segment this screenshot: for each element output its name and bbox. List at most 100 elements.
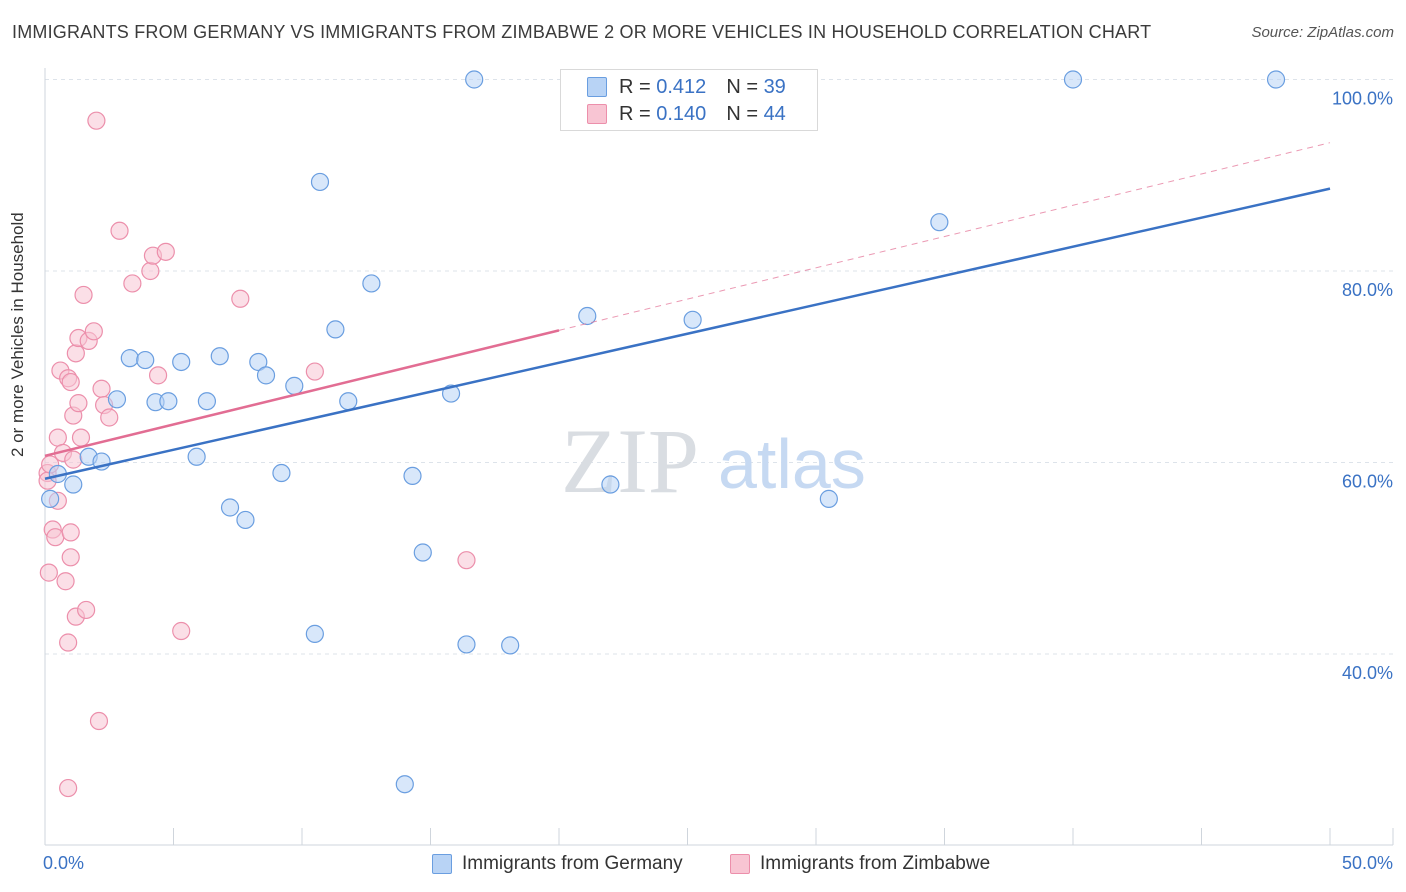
grid-layer: [45, 79, 1393, 655]
germany-points: [41, 70, 1286, 794]
legend-r-label: R =: [619, 75, 651, 98]
germany-point: [501, 636, 520, 655]
zimbabwe-point: [46, 528, 65, 547]
germany-point: [413, 543, 432, 562]
axis-layer: [44, 68, 1394, 846]
germany-point: [601, 475, 620, 494]
stats-legend: R = 0.412 N = 39 R = 0.140 N = 44: [560, 69, 818, 131]
germany-point: [197, 392, 217, 411]
germany-point: [683, 310, 702, 329]
zimbabwe-point: [71, 428, 91, 447]
bottom-legend-swatch-germany: [432, 854, 452, 874]
germany-point: [326, 320, 345, 339]
germany-point: [210, 347, 229, 366]
germany-point: [310, 172, 330, 192]
zimbabwe-point: [87, 111, 106, 130]
legend-swatch-zimbabwe: [587, 104, 607, 124]
zimbabwe-point: [141, 261, 160, 281]
bottom-legend-germany: Immigrants from Germany: [432, 852, 683, 876]
y-tick-label: 100.0%: [1332, 89, 1393, 109]
zimbabwe-point: [148, 366, 168, 385]
germany-point: [465, 70, 484, 89]
germany-trend-line: [44, 187, 1331, 480]
germany-point: [159, 392, 178, 411]
legend-r-germany: 0.412: [656, 75, 707, 98]
zimbabwe-point: [59, 633, 78, 652]
germany-point: [120, 349, 139, 368]
legend-swatch-germany: [587, 77, 607, 97]
germany-point: [819, 489, 838, 508]
zimbabwe-point: [84, 322, 103, 341]
zimbabwe-point: [231, 289, 250, 308]
germany-point: [395, 775, 414, 794]
zimbabwe-point: [123, 274, 142, 293]
legend-row-germany: R = 0.412 N = 39: [587, 74, 786, 100]
zimbabwe-point: [77, 600, 96, 620]
zimbabwe-point: [66, 344, 85, 363]
zimbabwe-point: [110, 221, 129, 240]
zimbabwe-point: [74, 285, 93, 305]
germany-point: [136, 350, 155, 370]
germany-point: [64, 475, 83, 494]
germany-point: [1266, 70, 1286, 89]
legend-n-zimbabwe: 44: [763, 102, 786, 125]
zimbabwe-point: [48, 428, 67, 447]
zimbabwe-point: [172, 621, 191, 641]
germany-point: [305, 624, 324, 643]
legend-row-zimbabwe: R = 0.140 N = 44: [587, 101, 786, 127]
germany-point: [172, 352, 191, 372]
watermark-zip: ZIP: [561, 410, 699, 512]
zimbabwe-point: [89, 711, 109, 731]
legend-n-label: N =: [726, 102, 758, 125]
y-tick-labels: 100.0% 80.0% 60.0% 40.0%: [1332, 89, 1393, 684]
germany-point: [362, 274, 381, 293]
zimbabwe-point: [61, 523, 80, 542]
germany-point: [272, 463, 291, 483]
zimbabwe-point: [61, 548, 80, 567]
zimbabwe-point: [457, 551, 476, 570]
zimbabwe-point: [39, 563, 58, 582]
germany-point: [236, 510, 255, 530]
x-tick-label-max: 50.0%: [1342, 853, 1393, 873]
zimbabwe-trend-line: [44, 329, 560, 458]
trend-lines: [44, 142, 1331, 480]
legend-r-zimbabwe: 0.140: [656, 102, 707, 125]
germany-point: [339, 392, 358, 411]
germany-point: [220, 498, 240, 517]
bottom-legend-swatch-zimbabwe: [730, 854, 750, 874]
germany-point: [403, 466, 422, 486]
bottom-legend-zimbabwe: Immigrants from Zimbabwe: [730, 852, 990, 876]
x-tick-label-min: 0.0%: [43, 853, 84, 873]
zimbabwe-point: [92, 379, 111, 398]
zimbabwe-point: [100, 408, 119, 427]
germany-point: [107, 390, 127, 409]
watermark: ZIP atlas: [561, 410, 866, 512]
zimbabwe-point: [64, 450, 83, 469]
germany-point: [187, 447, 206, 466]
germany-point: [41, 489, 60, 508]
bottom-legend-label-germany: Immigrants from Germany: [462, 853, 683, 874]
zimbabwe-trend-extension: [558, 142, 1331, 331]
germany-point: [285, 376, 304, 395]
zimbabwe-point: [69, 394, 88, 413]
watermark-atlas: atlas: [718, 425, 866, 503]
zimbabwe-point: [56, 572, 75, 591]
legend-n-label: N =: [726, 75, 758, 98]
germany-point: [256, 366, 276, 385]
zimbabwe-point: [156, 242, 175, 261]
y-tick-label: 80.0%: [1342, 280, 1393, 300]
germany-point: [249, 352, 268, 372]
chart-title: IMMIGRANTS FROM GERMANY VS IMMIGRANTS FR…: [12, 22, 1152, 42]
legend-r-label: R =: [619, 102, 651, 125]
y-tick-label: 40.0%: [1342, 663, 1393, 683]
y-tick-label: 60.0%: [1342, 472, 1393, 492]
germany-point: [578, 306, 597, 326]
source-label: Source: ZipAtlas.com: [1251, 24, 1394, 41]
bottom-legend-label-zimbabwe: Immigrants from Zimbabwe: [760, 853, 991, 874]
zimbabwe-point: [59, 778, 78, 798]
germany-point: [1063, 70, 1083, 89]
legend-n-germany: 39: [763, 75, 786, 98]
germany-point: [457, 635, 476, 654]
germany-point: [930, 213, 949, 232]
